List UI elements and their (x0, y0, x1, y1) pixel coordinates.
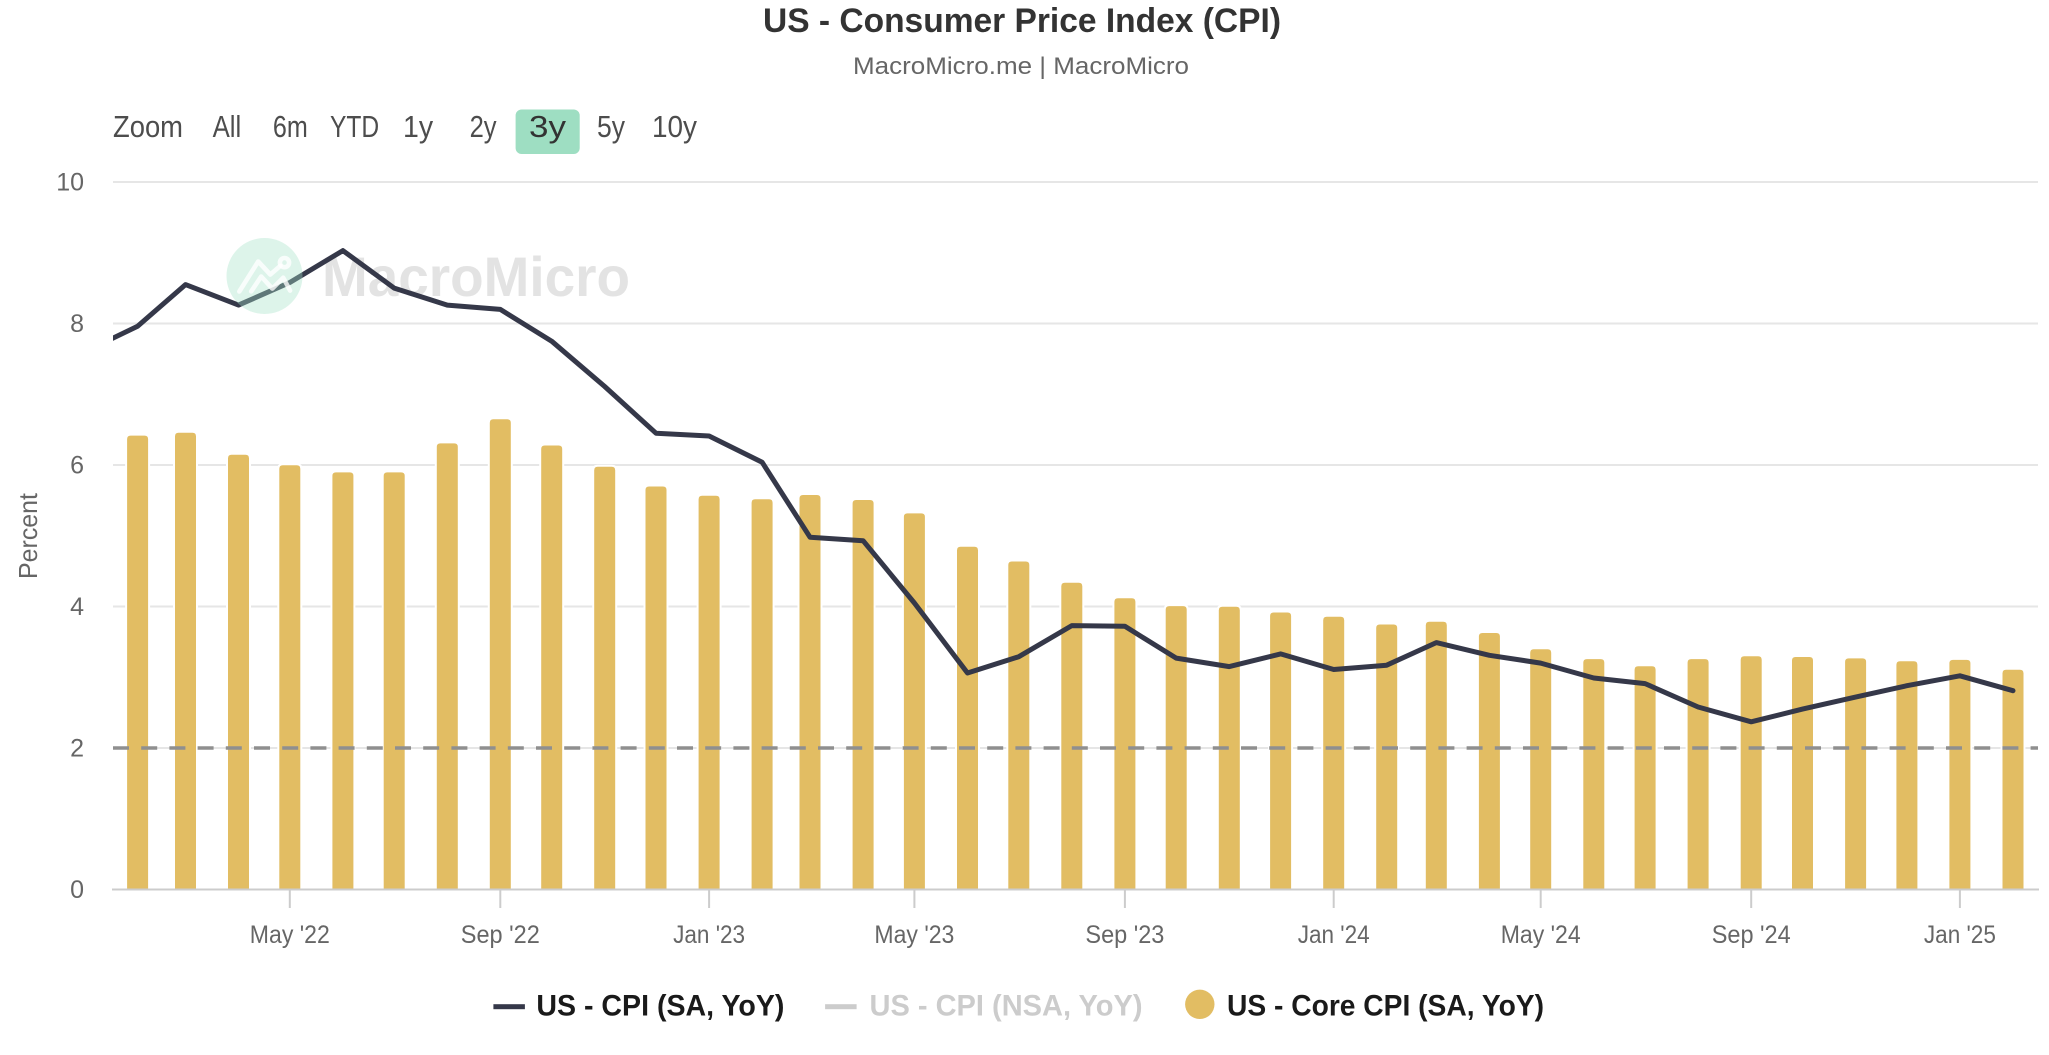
svg-text:May '23: May '23 (874, 921, 954, 949)
svg-text:3y: 3y (529, 109, 567, 144)
svg-text:Percent: Percent (13, 492, 43, 579)
svg-text:US - Core CPI (SA, YoY): US - Core CPI (SA, YoY) (1227, 990, 1544, 1023)
svg-text:Jan '24: Jan '24 (1298, 921, 1370, 949)
svg-text:8: 8 (70, 310, 84, 338)
svg-text:MacroMicro: MacroMicro (322, 245, 630, 308)
svg-text:10y: 10y (652, 109, 697, 144)
svg-text:US - CPI (NSA, YoY): US - CPI (NSA, YoY) (870, 990, 1143, 1023)
svg-text:2: 2 (70, 735, 84, 763)
svg-text:5y: 5y (597, 109, 625, 144)
svg-text:May '24: May '24 (1501, 921, 1581, 949)
svg-text:US - CPI (SA, YoY): US - CPI (SA, YoY) (536, 990, 784, 1023)
svg-text:0: 0 (70, 876, 84, 904)
svg-text:6: 6 (70, 452, 84, 480)
svg-text:4: 4 (70, 593, 84, 621)
svg-text:Jan '25: Jan '25 (1924, 921, 1996, 949)
svg-text:1y: 1y (403, 109, 434, 144)
svg-text:US - Consumer Price Index (CPI: US - Consumer Price Index (CPI) (763, 2, 1281, 40)
svg-text:May '22: May '22 (250, 921, 330, 949)
svg-text:2y: 2y (470, 109, 497, 144)
svg-text:10: 10 (56, 169, 84, 197)
svg-text:Sep '23: Sep '23 (1085, 921, 1164, 949)
svg-text:Zoom: Zoom (113, 109, 183, 144)
svg-text:Sep '24: Sep '24 (1712, 921, 1791, 949)
svg-text:YTD: YTD (330, 109, 379, 144)
svg-text:Sep '22: Sep '22 (461, 921, 540, 949)
svg-text:Jan '23: Jan '23 (673, 921, 745, 949)
svg-text:6m: 6m (273, 109, 308, 144)
svg-text:All: All (213, 109, 242, 144)
svg-text:MacroMicro.me | MacroMicro: MacroMicro.me | MacroMicro (853, 53, 1189, 80)
